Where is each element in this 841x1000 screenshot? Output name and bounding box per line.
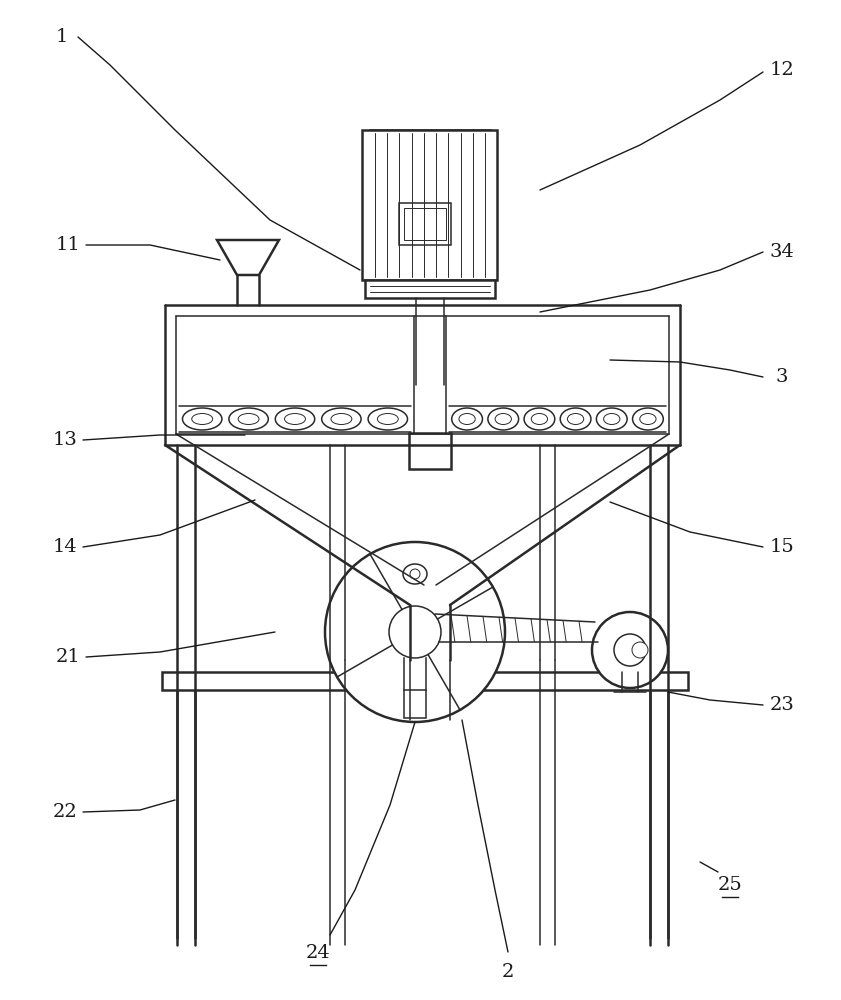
Circle shape <box>325 542 505 722</box>
Ellipse shape <box>368 408 408 430</box>
Text: 11: 11 <box>56 236 81 254</box>
Circle shape <box>614 634 646 666</box>
Text: 25: 25 <box>717 876 743 894</box>
Ellipse shape <box>568 414 584 424</box>
Text: 23: 23 <box>770 696 795 714</box>
Ellipse shape <box>182 408 222 430</box>
Ellipse shape <box>640 414 656 424</box>
Circle shape <box>410 569 420 579</box>
Text: 34: 34 <box>770 243 795 261</box>
Polygon shape <box>409 433 451 469</box>
Ellipse shape <box>275 408 315 430</box>
Ellipse shape <box>229 408 268 430</box>
Ellipse shape <box>495 414 511 424</box>
Circle shape <box>632 642 648 658</box>
Ellipse shape <box>488 408 519 430</box>
Text: 14: 14 <box>53 538 77 556</box>
Ellipse shape <box>331 414 352 424</box>
Ellipse shape <box>403 564 427 584</box>
Polygon shape <box>162 672 688 690</box>
Polygon shape <box>404 208 446 240</box>
Text: 15: 15 <box>770 538 795 556</box>
Polygon shape <box>399 203 451 245</box>
Text: 21: 21 <box>56 648 81 666</box>
Ellipse shape <box>532 414 547 424</box>
Ellipse shape <box>378 414 399 424</box>
Circle shape <box>389 606 441 658</box>
Ellipse shape <box>238 414 259 424</box>
Ellipse shape <box>284 414 305 424</box>
Ellipse shape <box>321 408 361 430</box>
Ellipse shape <box>632 408 664 430</box>
Ellipse shape <box>604 414 620 424</box>
Text: 24: 24 <box>305 944 331 962</box>
Polygon shape <box>404 690 426 718</box>
Polygon shape <box>365 280 495 298</box>
Text: 13: 13 <box>52 431 77 449</box>
Ellipse shape <box>596 408 627 430</box>
Text: 2: 2 <box>502 963 514 981</box>
Text: 22: 22 <box>53 803 77 821</box>
Ellipse shape <box>560 408 591 430</box>
Ellipse shape <box>452 408 483 430</box>
Ellipse shape <box>192 414 213 424</box>
Circle shape <box>592 612 668 688</box>
Polygon shape <box>362 130 498 280</box>
Text: 1: 1 <box>56 28 68 46</box>
Ellipse shape <box>524 408 555 430</box>
Text: 12: 12 <box>770 61 795 79</box>
Polygon shape <box>217 240 279 275</box>
Polygon shape <box>370 130 490 195</box>
Text: 3: 3 <box>775 368 788 386</box>
Ellipse shape <box>459 414 475 424</box>
